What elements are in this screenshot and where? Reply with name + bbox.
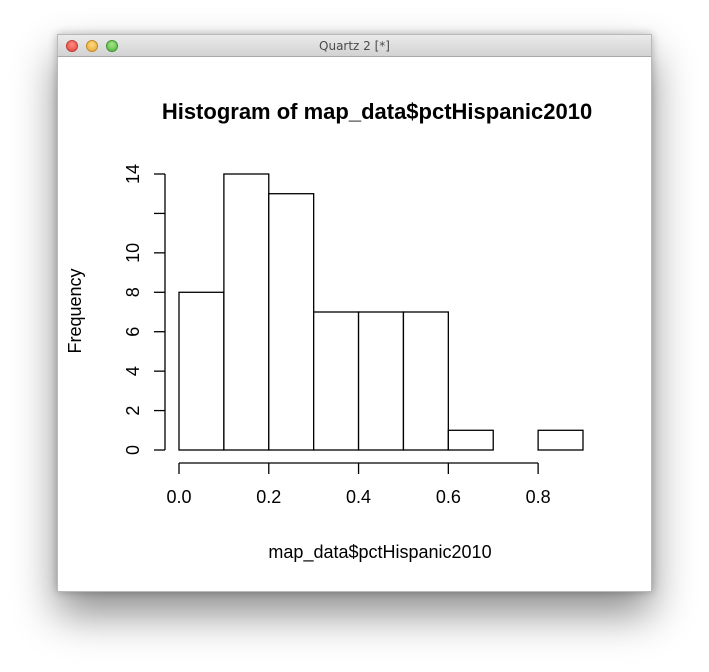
zoom-button[interactable]: [106, 40, 118, 52]
y-tick-label: 4: [123, 366, 143, 376]
window-title: Quartz 2 [*]: [319, 39, 390, 53]
title-bar[interactable]: Quartz 2 [*]: [58, 35, 651, 57]
histogram-bar: [268, 193, 315, 451]
y-tick-label: 6: [123, 327, 143, 337]
histogram-bar: [178, 291, 225, 451]
x-tick-label: 0.8: [526, 487, 551, 507]
y-axis-label: Frequency: [65, 268, 85, 353]
x-tick-label: 0.6: [436, 487, 461, 507]
y-tick-label: 14: [123, 164, 143, 184]
chart-title: Histogram of map_data$pctHispanic2010: [162, 99, 592, 124]
histogram-chart: Histogram of map_data$pctHispanic2010 0.…: [65, 99, 592, 563]
y-tick-label: 2: [123, 406, 143, 416]
histogram-bar: [537, 429, 584, 451]
x-tick-label: 0.4: [346, 487, 371, 507]
x-axis: 0.0 0.2 0.4 0.6 0.8: [166, 462, 551, 507]
y-axis: 0 2 4 6 8 10 14: [123, 164, 166, 455]
histogram-bar: [402, 311, 449, 451]
y-tick-label: 10: [123, 243, 143, 263]
x-axis-label: map_data$pctHispanic2010: [268, 542, 491, 563]
histogram-bar: [357, 311, 405, 451]
x-tick-label: 0.2: [256, 487, 281, 507]
bars-group: [178, 173, 584, 451]
histogram-bar: [223, 173, 270, 451]
y-tick-label: 0: [123, 445, 143, 455]
minimize-button[interactable]: [86, 40, 98, 52]
histogram-bar: [313, 311, 360, 451]
x-tick-label: 0.0: [166, 487, 191, 507]
histogram-bar: [447, 429, 494, 451]
y-tick-label: 8: [123, 287, 143, 297]
close-button[interactable]: [66, 40, 78, 52]
plot-window: Quartz 2 [*] Histogram of map_data$pctHi…: [57, 34, 652, 592]
